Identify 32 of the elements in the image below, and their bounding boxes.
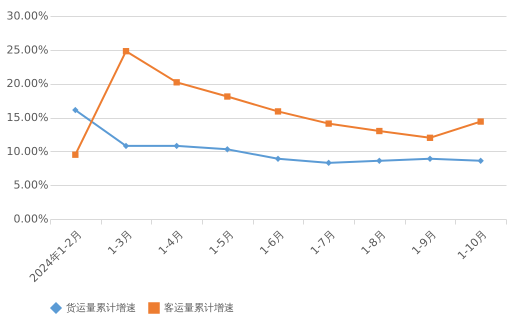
point xyxy=(174,142,180,150)
point xyxy=(326,120,332,127)
x-tick-label: 1-4月 xyxy=(156,228,186,258)
point xyxy=(426,156,434,162)
x-tick-label: 1-3月 xyxy=(105,228,135,258)
x-tick-label: 1-8月 xyxy=(358,228,388,258)
point xyxy=(478,158,484,164)
x-tick-label: 1-6月 xyxy=(257,228,287,258)
y-tick-label: 10.00% xyxy=(6,144,48,158)
y-tick-label: 20.00% xyxy=(6,77,48,90)
point xyxy=(224,93,230,100)
y-tick-label: 25.00% xyxy=(6,43,48,56)
point xyxy=(326,160,332,166)
point xyxy=(174,79,180,86)
point xyxy=(122,142,130,150)
y-tick-label: 0.00% xyxy=(14,212,48,226)
point xyxy=(72,106,78,114)
y-tick-label: 15.00% xyxy=(6,111,48,124)
x-tick-label: 1-5月 xyxy=(206,228,236,258)
legend-label: 货运量累计增速 xyxy=(66,302,136,314)
point xyxy=(426,134,434,141)
point xyxy=(72,152,78,158)
point xyxy=(478,118,484,125)
point xyxy=(376,128,382,134)
y-tick-label: 30.00% xyxy=(6,10,48,22)
point xyxy=(274,108,282,115)
x-tick-label: 1-9月 xyxy=(409,228,439,258)
y-tick-label: 5.00% xyxy=(14,178,48,192)
legend-label: 客运量累计增速 xyxy=(164,302,234,314)
x-tick-label: 1-7月 xyxy=(308,228,338,258)
point xyxy=(122,48,130,54)
point xyxy=(274,156,282,162)
